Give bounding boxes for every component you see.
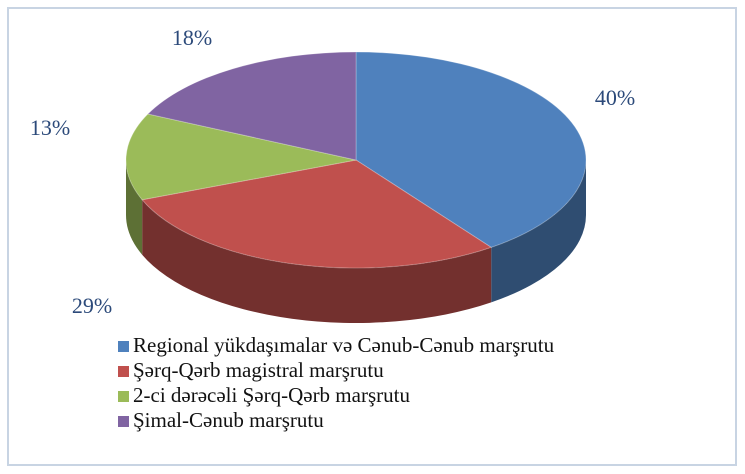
pie-slice-side bbox=[491, 160, 586, 303]
data-label: 18% bbox=[172, 25, 212, 50]
legend-swatch bbox=[118, 366, 129, 377]
pie-slice bbox=[141, 159, 493, 269]
pie-slice bbox=[146, 51, 357, 161]
legend-swatch bbox=[118, 391, 129, 402]
data-label: 29% bbox=[72, 293, 112, 318]
legend-swatch bbox=[118, 341, 129, 352]
legend-label: Regional yükdaşımalar və Cənub-Cənub mar… bbox=[133, 333, 555, 357]
pie-slice-side bbox=[142, 199, 492, 323]
legend-label: Şərq-Qərb magistral marşrutu bbox=[133, 358, 384, 382]
data-label: 40% bbox=[595, 85, 635, 110]
pie-slice-side bbox=[126, 160, 143, 255]
legend-label: Şimal-Cənub marşrutu bbox=[133, 408, 324, 432]
legend-label: 2-ci dərəcəli Şərq-Qərb marşrutu bbox=[133, 383, 410, 407]
pie-slice bbox=[355, 51, 587, 248]
data-label: 13% bbox=[30, 115, 70, 140]
pie-slice bbox=[125, 113, 357, 201]
legend-swatch bbox=[118, 416, 129, 427]
